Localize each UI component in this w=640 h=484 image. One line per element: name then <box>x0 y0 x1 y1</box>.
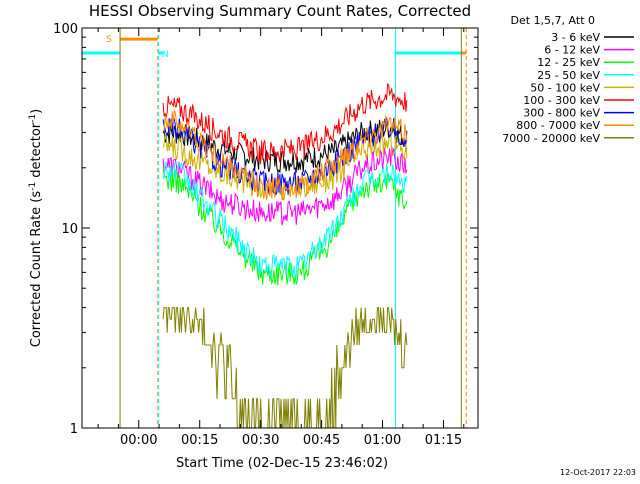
y-label-main: Corrected Count Rate (s <box>29 191 44 348</box>
series-800-7000-kev <box>162 109 408 201</box>
x-axis-label: Start Time (02-Dec-15 23:46:02) <box>176 456 388 471</box>
flag-label-s: S <box>106 35 112 45</box>
legend-label-50-100-kev: 50 - 100 keV <box>530 81 600 94</box>
series-100-300-kev <box>162 83 408 165</box>
x-tick-label-01-00: 01:00 <box>364 433 401 448</box>
x-tick-label-00-00: 00:00 <box>120 433 157 448</box>
x-tick-label-01-15: 01:15 <box>425 433 462 448</box>
y-label-end: ) <box>29 109 44 114</box>
legend-label-7000-20000-kev: 7000 - 20000 keV <box>502 132 600 145</box>
legend-label-100-300-kev: 100 - 300 keV <box>523 94 600 107</box>
y-label-sup2: -1 <box>28 114 38 123</box>
y-axis-ticks: 1 10 100 <box>53 22 478 437</box>
legend-label-3-6-kev: 3 - 6 keV <box>551 31 600 44</box>
series-25-50-kev <box>162 160 408 279</box>
x-tick-label-00-15: 00:15 <box>181 433 218 448</box>
legend-label-300-800-kev: 300 - 800 keV <box>523 107 600 120</box>
legend-label-25-50-kev: 25 - 50 keV <box>537 69 600 82</box>
legend-label-6-12-kev: 6 - 12 keV <box>544 44 600 57</box>
series-50-100-kev <box>162 131 408 202</box>
legend-label-800-7000-kev: 800 - 7000 keV <box>516 119 600 132</box>
x-tick-label-00-30: 00:30 <box>242 433 279 448</box>
flag-label-n: N <box>162 50 169 60</box>
series-lines <box>162 83 408 429</box>
chart-title: HESSI Observing Summary Count Rates, Cor… <box>89 2 471 20</box>
y-tick-label-100: 100 <box>53 22 78 37</box>
x-axis-ticks: 00:00 00:15 00:30 00:45 01:00 01:15 <box>97 28 465 448</box>
y-axis-label: Corrected Count Rate (s-1 detector-1) <box>28 109 44 347</box>
y-label-sup1: -1 <box>28 182 38 191</box>
legend-title: Det 1,5,7, Att 0 <box>511 14 595 27</box>
series-6-12-kev <box>162 146 408 226</box>
y-tick-label-1: 1 <box>70 422 78 437</box>
vertical-markers <box>119 28 467 428</box>
y-tick-label-10: 10 <box>61 222 78 237</box>
x-tick-label-00-45: 00:45 <box>303 433 340 448</box>
plot-timestamp: 12-Oct-2017 22:03 <box>560 468 636 477</box>
y-label-mid: detector <box>29 122 44 182</box>
legend-label-12-25-kev: 12 - 25 keV <box>537 56 600 69</box>
